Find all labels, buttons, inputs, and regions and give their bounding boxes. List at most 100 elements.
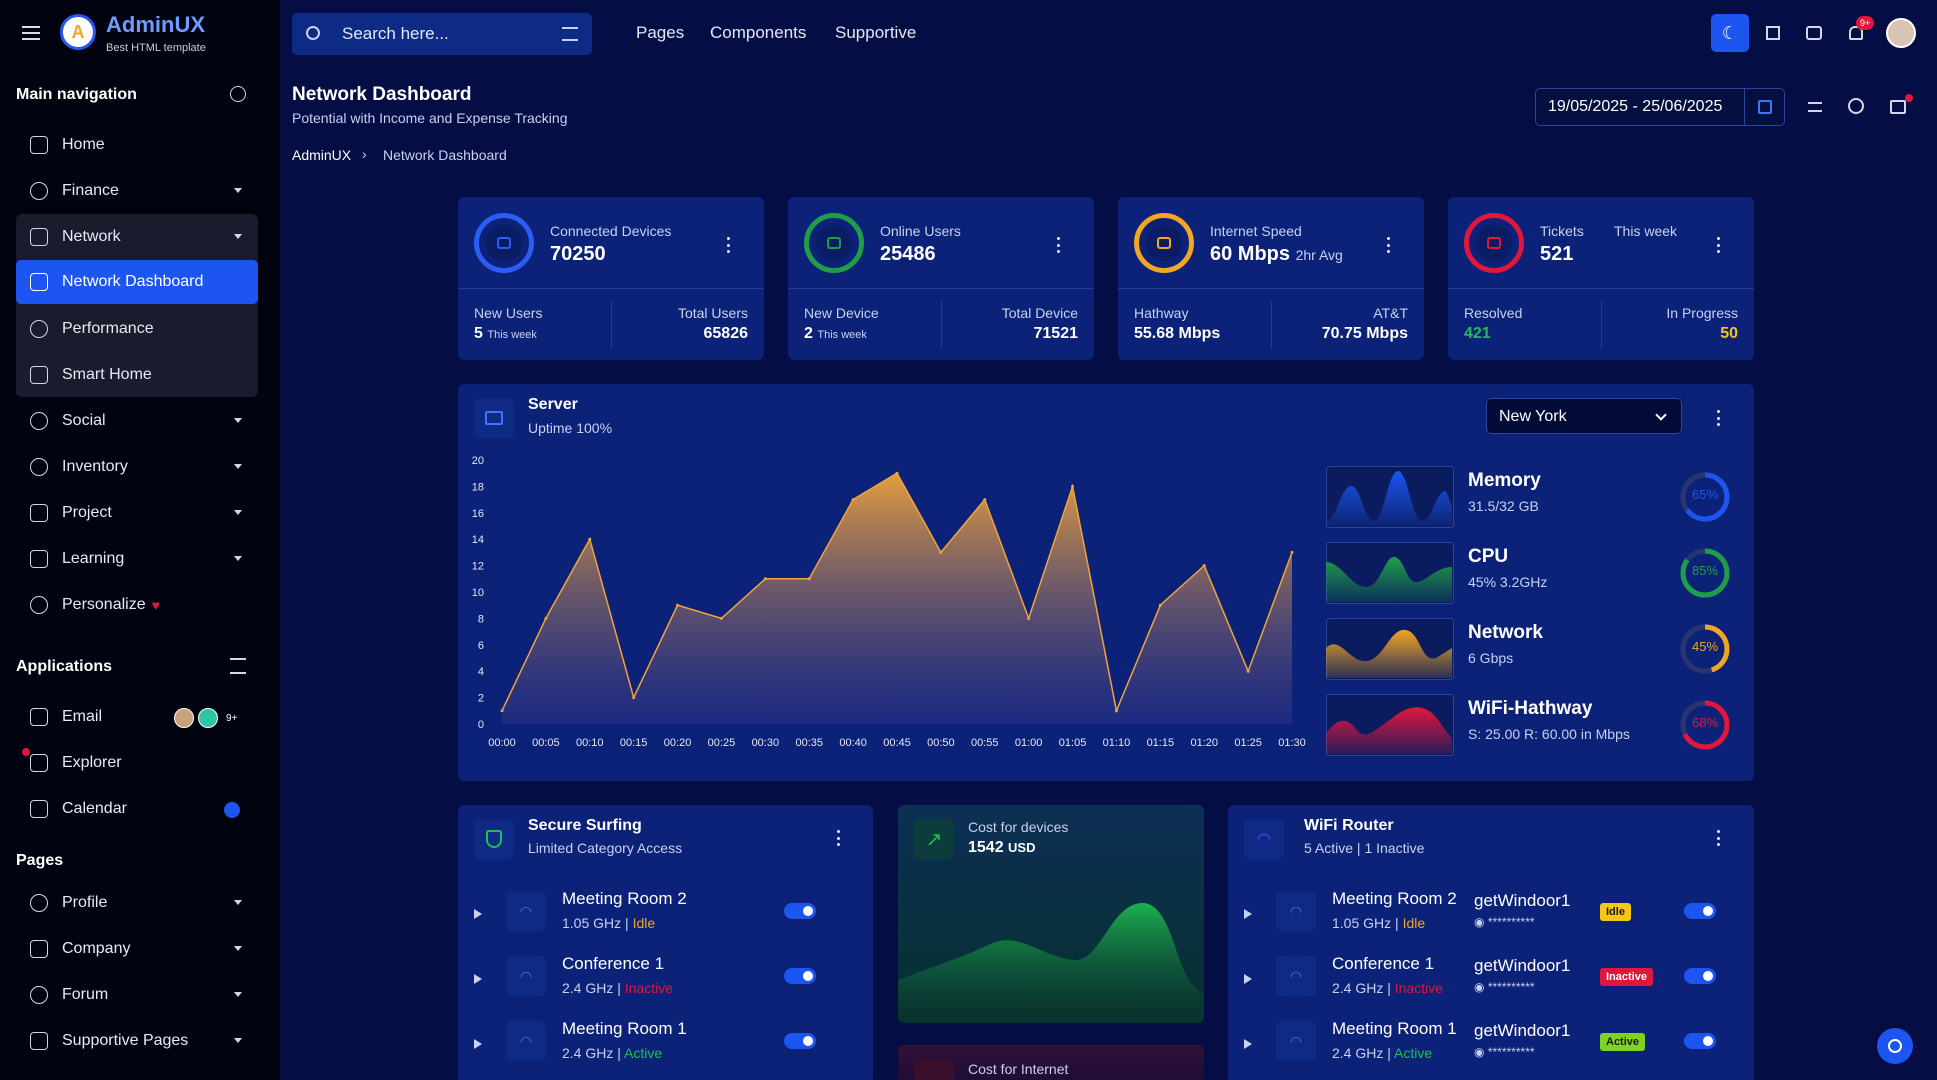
x-tick-label: 01:30 — [1278, 737, 1306, 749]
sidebar-item-project[interactable]: Project — [16, 492, 258, 534]
nav-link-pages[interactable]: Pages — [636, 23, 685, 42]
sidebar-item-home[interactable]: Home — [16, 124, 258, 166]
date-range-picker[interactable]: 19/05/2025 - 25/06/2025 — [1535, 88, 1785, 126]
server-card: Server Uptime 100% New York 0 2 4 6 8 10 12 14 1… — [458, 384, 1754, 781]
search-bar[interactable]: Search here... — [292, 13, 592, 55]
more-options-icon[interactable] — [1716, 830, 1720, 846]
brand-logo[interactable]: A — [60, 14, 96, 50]
bell-icon[interactable] — [1849, 26, 1863, 40]
data-point — [807, 577, 811, 581]
sidebar-item-personalize[interactable]: Personalize ♥ — [16, 584, 258, 626]
user-circle-icon[interactable] — [230, 86, 246, 102]
sidebar-item-smart-home[interactable]: Smart Home — [16, 354, 258, 396]
expand-icon[interactable] — [474, 1039, 482, 1049]
apps-grid-icon[interactable] — [1766, 26, 1780, 40]
more-options-icon[interactable] — [1386, 237, 1390, 253]
sidebar-item-email[interactable]: Email — [16, 696, 258, 738]
filter-icon[interactable] — [562, 27, 578, 41]
x-tick-label: 00:10 — [576, 737, 604, 749]
theme-toggle-button[interactable]: ☾ — [1711, 14, 1749, 52]
search-input[interactable]: Search here... — [342, 24, 449, 43]
sidebar-item-learning[interactable]: Learning — [16, 538, 258, 580]
location-select[interactable]: New York — [1486, 398, 1682, 434]
resource-name: CPU — [1468, 546, 1509, 567]
network-toggle[interactable] — [784, 903, 816, 919]
user-avatar[interactable] — [1886, 18, 1916, 48]
nav-link-components[interactable]: Components — [710, 23, 807, 42]
chevron-down-icon — [234, 234, 242, 239]
expand-icon[interactable] — [1244, 1039, 1252, 1049]
sidebar-item-explorer[interactable]: Explorer — [16, 742, 258, 784]
more-options-icon[interactable] — [726, 237, 730, 253]
resource-detail: 45% 3.2GHz — [1468, 574, 1548, 590]
eye-icon[interactable]: ◉ — [1474, 1045, 1485, 1059]
breadcrumb-root[interactable]: AdminUX — [292, 147, 352, 163]
router-toggle[interactable] — [1684, 968, 1716, 984]
network-toggle[interactable] — [784, 968, 816, 984]
brand-name[interactable]: AdminUX — [106, 12, 205, 37]
question-icon — [30, 986, 48, 1004]
resource-network: Network 6 Gbps 45% — [1326, 618, 1736, 680]
cart-icon[interactable] — [1890, 100, 1906, 114]
chevron-down-icon — [234, 946, 242, 951]
sidebar-item-performance[interactable]: Performance — [16, 308, 258, 350]
wifi-router-subtitle: 5 Active | 1 Inactive — [1304, 840, 1425, 856]
kpi-ring — [1464, 213, 1524, 273]
router-password: ◉ ********** — [1474, 1045, 1535, 1059]
eye-icon[interactable]: ◉ — [1474, 980, 1485, 994]
resource-percent: 85% — [1691, 563, 1719, 578]
more-options-icon[interactable] — [1056, 237, 1060, 253]
data-point — [500, 709, 504, 713]
globe-icon[interactable] — [1848, 98, 1864, 114]
kpi-value: 521 — [1540, 243, 1574, 265]
more-options-icon[interactable] — [1716, 410, 1720, 426]
expand-icon[interactable] — [474, 909, 482, 919]
data-point — [1246, 669, 1250, 673]
more-options-icon[interactable] — [1716, 237, 1720, 253]
kpi-ring — [474, 213, 534, 273]
divider — [611, 301, 612, 349]
menu-icon[interactable] — [22, 26, 40, 40]
email-count-badge: 9+ — [226, 713, 238, 724]
network-toggle[interactable] — [784, 1033, 816, 1049]
sidebar-item-social[interactable]: Social — [16, 400, 258, 442]
expand-icon[interactable] — [1244, 974, 1252, 984]
sidebar-item-calendar[interactable]: Calendar — [16, 788, 258, 830]
expand-icon[interactable] — [474, 974, 482, 984]
network-name: Conference 1 — [562, 954, 665, 973]
sidebar-item-finance[interactable]: Finance — [16, 170, 258, 212]
filter-icon[interactable] — [1808, 102, 1822, 112]
folder-icon — [30, 504, 48, 522]
sidebar-item-forum[interactable]: Forum — [16, 974, 258, 1016]
bug-icon — [1476, 225, 1512, 261]
resource-name: Network — [1468, 622, 1543, 643]
sidebar-item-profile[interactable]: Profile — [16, 882, 258, 924]
sidebar-item-inventory[interactable]: Inventory — [16, 446, 258, 488]
more-options-icon[interactable] — [836, 830, 840, 846]
chat-icon[interactable] — [1806, 26, 1822, 40]
eye-icon[interactable]: ◉ — [1474, 915, 1485, 929]
router-meta: 1.05 GHz | Idle — [1332, 915, 1426, 931]
palette-fab[interactable] — [1877, 1028, 1913, 1064]
network-meta: 2.4 GHz | Active — [562, 1045, 663, 1061]
data-point — [1158, 603, 1162, 607]
resource-sparkline — [1326, 542, 1454, 604]
moon-icon: ☾ — [1721, 22, 1739, 43]
sidebar-item-company[interactable]: Company — [16, 928, 258, 970]
kpi-summary: Tickets This week 521 — [1448, 197, 1754, 289]
router-toggle[interactable] — [1684, 1033, 1716, 1049]
resource-sparkline — [1326, 466, 1454, 528]
sidebar-item-supportive-pages[interactable]: Supportive Pages — [16, 1020, 258, 1062]
router-row: ◠ Meeting Room 2 1.05 GHz | Idle getWind… — [1228, 889, 1754, 945]
router-toggle[interactable] — [1684, 903, 1716, 919]
calendar-icon[interactable] — [1758, 100, 1772, 114]
sidebar-item-network[interactable]: Network — [16, 216, 258, 258]
book-icon — [30, 550, 48, 568]
sidebar-item-network-dashboard[interactable]: Network Dashboard — [16, 260, 258, 304]
trend-up-icon: ↗ — [914, 819, 954, 859]
nav-link-supportive[interactable]: Supportive — [835, 23, 917, 42]
sliders-icon[interactable] — [230, 658, 246, 674]
expand-icon[interactable] — [1244, 909, 1252, 919]
resource-sparkline — [1326, 694, 1454, 756]
kpi-left-label: Resolved — [1464, 305, 1523, 321]
